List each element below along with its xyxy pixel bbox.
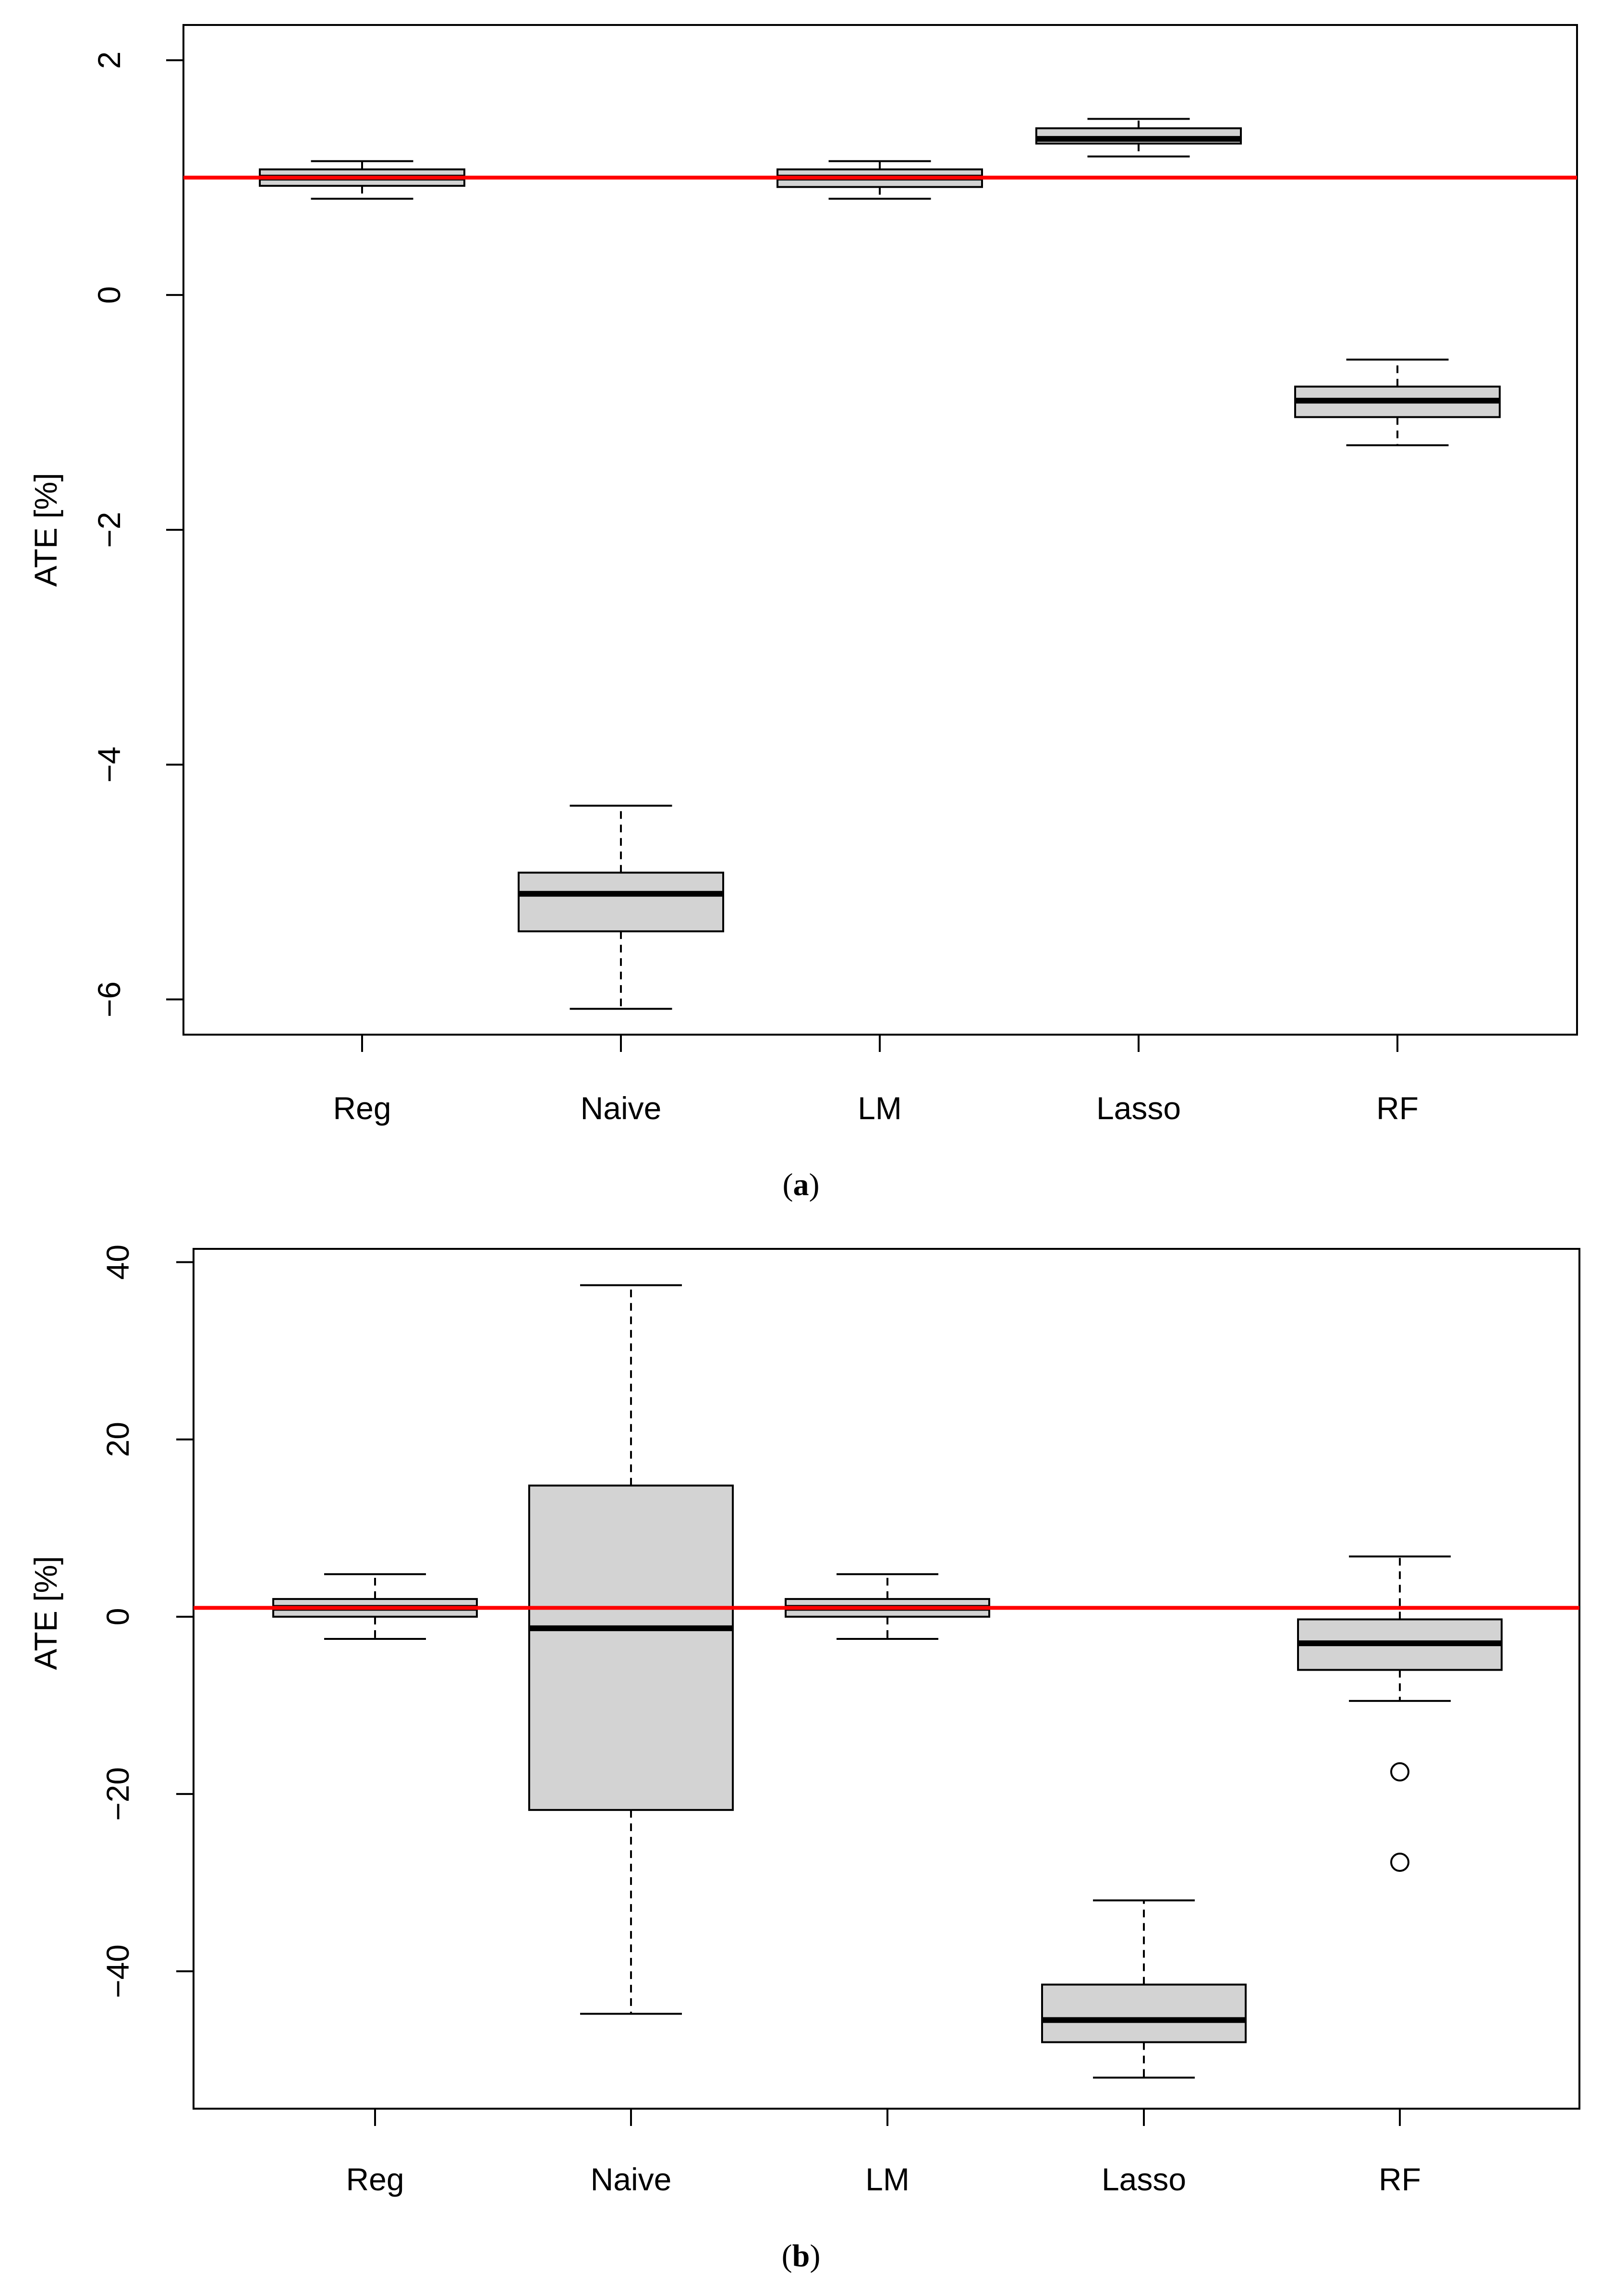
y-tick-label: 0 [100, 1608, 135, 1625]
y-tick-label: −6 [91, 981, 127, 1017]
x-ticks: Reg Naive LM Lasso RF [333, 1035, 1419, 1126]
outlier-point [1390, 1762, 1409, 1782]
panel-caption: (a) [783, 1167, 820, 1202]
x-tick-label: Lasso [1096, 1090, 1181, 1126]
panel-caption: (b) [782, 2238, 821, 2273]
box-lasso [1041, 1899, 1247, 2079]
panel-a: ATE [%] (a) 2 0 −2 −4 −6 Reg Naive LM Lasso RF [28, 24, 1578, 1202]
x-tick-label: Reg [346, 2162, 404, 2197]
x-tick-label: Reg [333, 1090, 391, 1126]
y-tick-label: 40 [100, 1245, 135, 1280]
y-tick-label: 2 [91, 51, 127, 69]
box-rf [1297, 1555, 1503, 1872]
x-tick-label: Lasso [1102, 2162, 1186, 2197]
y-tick-label: −4 [91, 746, 127, 782]
boxes [259, 118, 1501, 1010]
plot-frame [193, 1248, 1580, 2110]
panel-caption-letter: a [793, 1167, 809, 1202]
y-tick-label: 20 [100, 1422, 135, 1457]
y-tick-label: −2 [91, 512, 127, 548]
y-axis-label: ATE [%] [28, 1556, 63, 1670]
outlier-point [1390, 1852, 1409, 1872]
x-tick-label: LM [865, 2162, 910, 2197]
box-iqr [528, 1484, 734, 1811]
y-axis-label: ATE [%] [28, 473, 63, 586]
boxes [272, 1284, 1503, 2079]
box-lasso [1035, 118, 1242, 158]
y-tick-label: −20 [100, 1767, 135, 1821]
box-naive [518, 805, 724, 1010]
y-ticks: 40 20 0 −20 −40 [100, 1245, 194, 1998]
x-tick-label: Naive [581, 1090, 662, 1126]
x-tick-label: RF [1379, 2162, 1421, 2197]
y-ticks: 2 0 −2 −4 −6 [91, 51, 183, 1017]
box-iqr [1041, 1983, 1247, 2043]
box-reg [259, 160, 465, 200]
x-tick-label: Naive [591, 2162, 672, 2197]
box-naive [528, 1284, 734, 2015]
y-tick-label: 0 [91, 286, 127, 304]
y-tick-label: −40 [100, 1944, 135, 1998]
box-rf [1294, 358, 1501, 447]
x-tick-label: RF [1376, 1090, 1419, 1126]
x-ticks: Reg Naive LM Lasso RF [346, 2109, 1421, 2197]
box-lm [777, 160, 983, 200]
x-tick-label: LM [858, 1090, 902, 1126]
box-iqr [518, 871, 724, 932]
panel-caption-letter: b [792, 2238, 810, 2273]
